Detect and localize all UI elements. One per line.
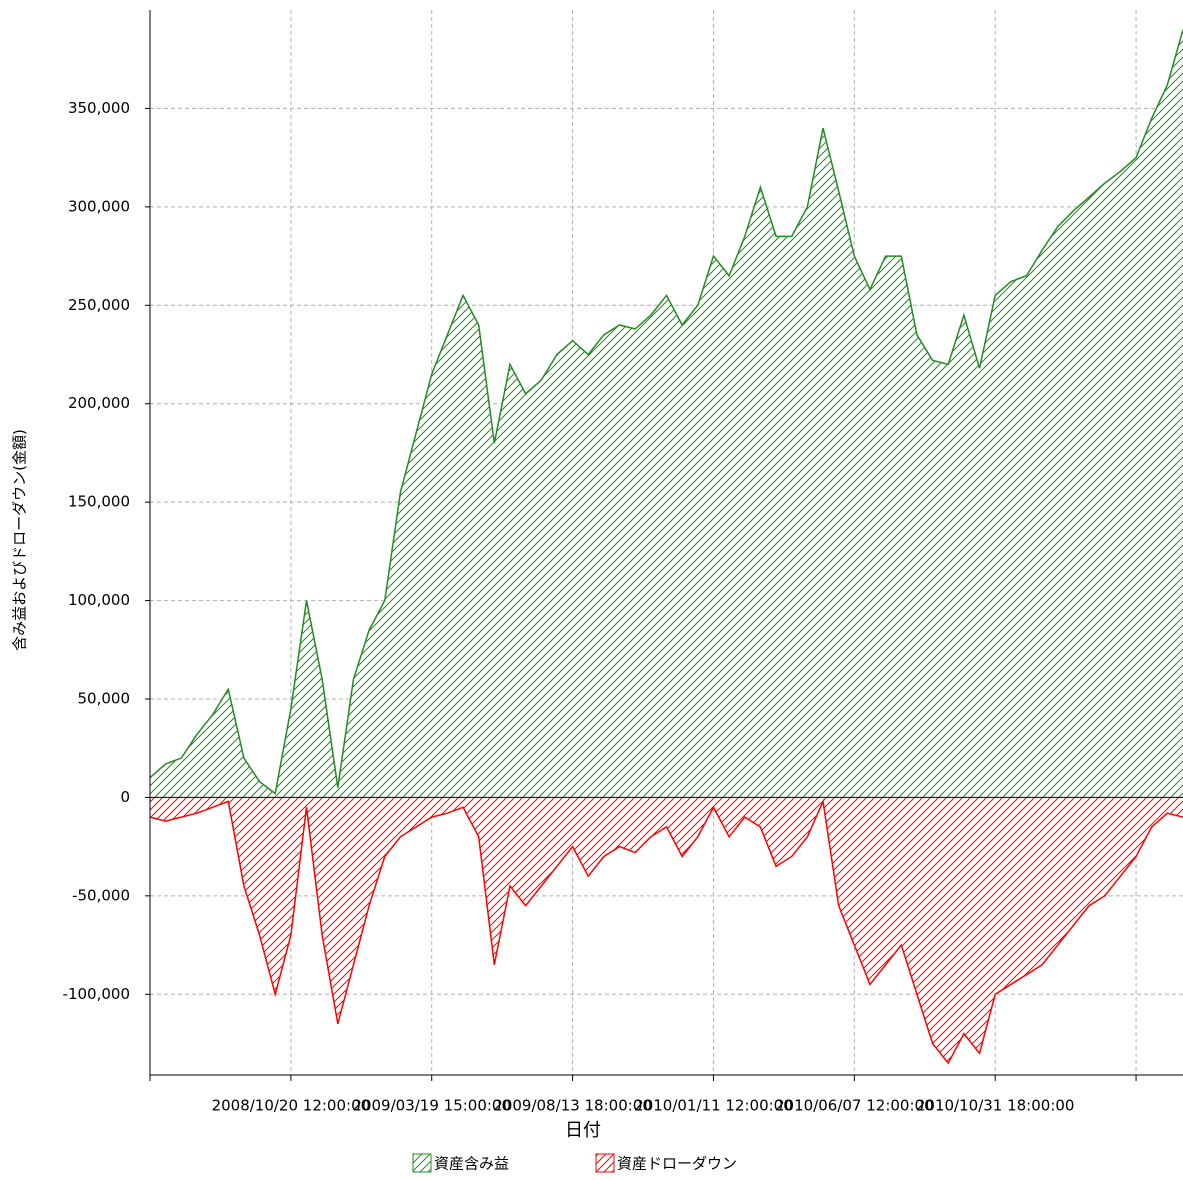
legend-swatch bbox=[412, 1153, 432, 1173]
y-axis-title: 含み益およびドローダウン(金額) bbox=[11, 429, 29, 651]
x-tick-label: 2010/06/07 12:00:00 bbox=[775, 1097, 934, 1115]
x-axis-title: 日付 bbox=[565, 1120, 601, 1141]
legend-label: 資産ドローダウン bbox=[617, 1155, 737, 1173]
y-tick-label: 50,000 bbox=[78, 690, 131, 708]
x-tick-label: 2008/10/20 12:00:00 bbox=[212, 1097, 371, 1115]
legend-swatch bbox=[595, 1153, 615, 1173]
x-tick-label: 2010/01/11 12:00:00 bbox=[634, 1097, 793, 1115]
x-tick-label: 2010/10/31 18:00:00 bbox=[916, 1097, 1075, 1115]
y-tick-label: 350,000 bbox=[68, 99, 130, 117]
y-tick-label: 300,000 bbox=[68, 197, 130, 215]
x-tick-label: 2009/08/13 18:00:00 bbox=[493, 1097, 652, 1115]
area-line bbox=[149, 29, 1183, 795]
y-tick-label: 100,000 bbox=[68, 591, 130, 609]
legend-label: 資産含み益 bbox=[434, 1155, 509, 1173]
y-tick-label: 0 bbox=[120, 788, 130, 806]
y-tick-label: 200,000 bbox=[68, 394, 130, 412]
y-tick-label: 150,000 bbox=[68, 493, 130, 511]
area-fill bbox=[150, 797, 1183, 1064]
x-tick-label: 2009/03/19 15:00:00 bbox=[352, 1097, 511, 1115]
area-fill bbox=[150, 29, 1183, 798]
area-line bbox=[149, 798, 1183, 1065]
y-tick-label: -100,000 bbox=[63, 985, 130, 1003]
y-tick-label: 250,000 bbox=[68, 296, 130, 314]
y-tick-label: -50,000 bbox=[72, 886, 130, 904]
